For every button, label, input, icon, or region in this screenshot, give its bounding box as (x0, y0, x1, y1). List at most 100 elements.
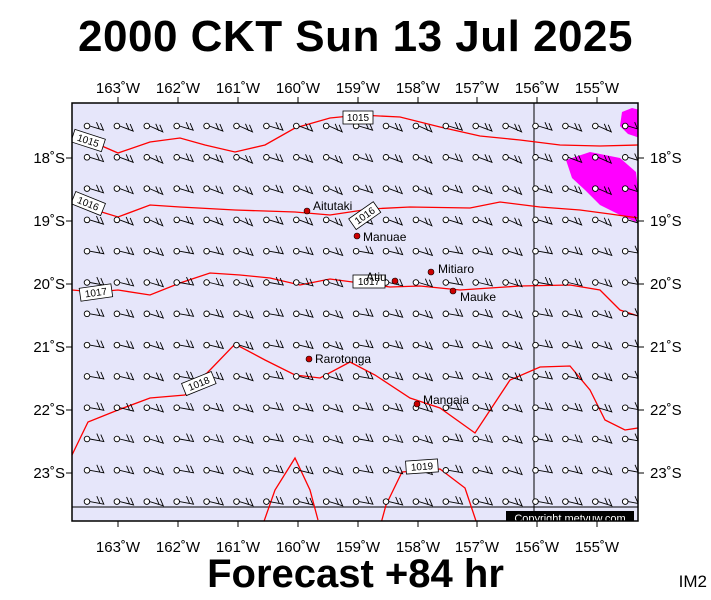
wind-barb (352, 339, 374, 349)
wind-barb (293, 154, 314, 164)
wind-barb (532, 339, 554, 349)
town-marker (303, 207, 311, 215)
lat-label-left: 18˚S (33, 150, 65, 167)
wind-barb (263, 245, 284, 255)
wind-barb (203, 185, 224, 195)
wind-barb (263, 495, 284, 505)
wind-barb (322, 122, 344, 133)
wind-barb (562, 216, 583, 226)
wind-barb (502, 372, 523, 382)
wind-barb (203, 434, 225, 444)
wind-barb (562, 465, 583, 475)
wind-barb (442, 402, 464, 411)
wind-barb (322, 341, 344, 351)
town-label: Mangaia (423, 393, 469, 407)
wind-barb (203, 154, 224, 164)
wind-barb (143, 122, 164, 133)
wind-barb (233, 278, 254, 288)
wind-barb (502, 466, 523, 476)
wind-barb (382, 122, 404, 132)
wind-barb (263, 464, 284, 474)
wind-barb (442, 153, 464, 163)
copyright-text: Copyright metvuw.com (514, 513, 625, 525)
wind-barb (442, 433, 464, 443)
wind-barb (382, 371, 404, 381)
wind-barb (472, 246, 494, 256)
town-marker (413, 400, 421, 408)
isobar-label: 1019 (411, 461, 434, 474)
wind-barb (382, 308, 404, 318)
wind-barb (322, 372, 344, 382)
wind-barb (293, 246, 314, 256)
wind-barb (621, 464, 638, 474)
wind-barb (502, 497, 523, 507)
wind-barb (412, 309, 434, 319)
wind-barb (203, 122, 224, 132)
wind-barb (83, 308, 105, 318)
wind-barb (412, 372, 434, 382)
wind-barb (532, 464, 554, 474)
wind-barb (143, 216, 164, 227)
wind-barb (143, 435, 165, 444)
wind-barb (352, 402, 374, 411)
wind-barb (322, 278, 344, 288)
wind-barb (233, 341, 254, 351)
wind-barb (532, 433, 554, 443)
wind-barb (502, 185, 523, 196)
wind-barb (532, 122, 553, 131)
town-marker (449, 287, 457, 295)
wind-barb (592, 154, 613, 165)
wind-barb (322, 497, 344, 507)
wind-barb (592, 247, 613, 257)
wind-barb (233, 122, 254, 133)
isobar-label-group: 1015 1015 1016 1016 1017 1017 (72, 110, 439, 475)
wind-barb (293, 216, 314, 226)
wind-barb (143, 497, 165, 507)
wind-barb (412, 278, 434, 288)
wind-barb (502, 435, 523, 444)
wind-barb (173, 184, 194, 194)
wind-barb (83, 245, 105, 255)
wind-barb (382, 185, 404, 195)
wind-barb (263, 308, 284, 318)
wind-barb (293, 340, 314, 350)
town-label: Atiu (366, 270, 387, 284)
wind-barb (263, 215, 284, 225)
wind-barb (233, 216, 254, 227)
wind-barb (143, 309, 165, 319)
lon-label-bottom: 156˚W (515, 539, 560, 556)
wind-barb (592, 185, 613, 196)
wind-barb (322, 435, 344, 444)
wind-barb (412, 122, 433, 133)
wind-barb (532, 184, 553, 194)
wind-barb (173, 153, 194, 163)
wind-barb (382, 434, 404, 444)
wind-barb (83, 464, 105, 474)
lat-label-left: 19˚S (33, 213, 65, 230)
wind-barb (293, 434, 314, 444)
wind-barb (592, 122, 613, 133)
wind-barb (113, 465, 135, 475)
wind-barb (352, 433, 374, 443)
wind-barb (83, 402, 105, 411)
map-title: 2000 CKT Sun 13 Jul 2025 (78, 12, 633, 61)
wind-barb (502, 154, 523, 165)
wind-barb (83, 339, 105, 349)
wind-barb (502, 278, 523, 288)
wind-barb (203, 246, 225, 256)
rain-area (566, 152, 638, 222)
wind-barb (562, 371, 583, 381)
wind-barb (592, 372, 613, 382)
wind-barb (592, 216, 613, 227)
lon-label-bottom: 158˚W (396, 539, 441, 556)
wind-barb (532, 215, 553, 225)
town-label: Mauke (460, 290, 496, 304)
lon-label-top: 155˚W (575, 80, 620, 97)
lat-label-right: 22˚S (650, 402, 682, 419)
wind-barbs (83, 122, 638, 507)
wind-barb (442, 308, 464, 318)
wind-barb (562, 340, 583, 350)
wind-barb (322, 247, 344, 257)
wind-barb (173, 495, 195, 505)
wind-barb (293, 277, 314, 287)
